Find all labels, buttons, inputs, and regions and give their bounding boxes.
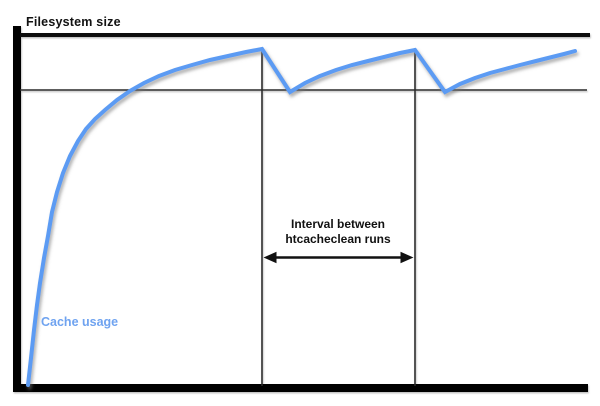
arrow-head-left-icon: [263, 251, 277, 264]
filesystem-size-label: Filesystem size: [26, 15, 121, 29]
interval-label-line1: Interval between: [290, 217, 386, 231]
cache-usage-label: Cache usage: [41, 315, 119, 329]
cache-usage-curve: [26, 46, 577, 387]
y-axis: [13, 26, 21, 392]
interval-label: Interval between htcacheclean runs: [256, 217, 420, 247]
x-axis: [13, 384, 588, 392]
interval-arrow: [263, 251, 414, 264]
interval-label-line2: htcacheclean runs: [285, 232, 391, 246]
arrow-head-right-icon: [400, 251, 414, 264]
